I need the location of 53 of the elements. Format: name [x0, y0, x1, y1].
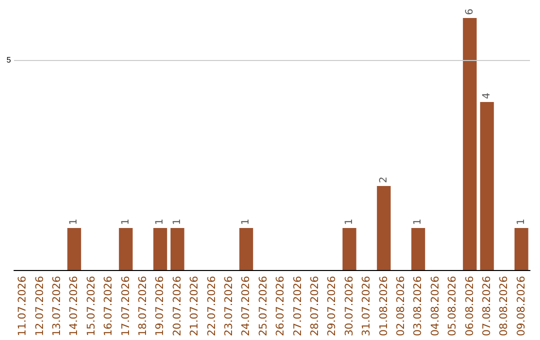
data-label: 6: [464, 8, 476, 15]
x-tick-label: 11.07.2026: [16, 276, 29, 336]
x-tick-label: 19.07.2026: [154, 276, 166, 336]
x-tick-label: 25.07.2026: [257, 276, 270, 336]
x-tick-label: 02.08.2026: [395, 276, 407, 336]
x-tick-label: 26.07.2026: [274, 276, 287, 336]
x-tick-label: 16.07.2026: [102, 276, 115, 336]
x-tick-label: 24.07.2026: [240, 276, 252, 336]
bar: [411, 228, 426, 270]
data-label: 1: [516, 218, 527, 225]
data-label: 1: [344, 218, 355, 225]
x-tick-label: 17.07.2026: [120, 276, 132, 336]
x-tick-label: 28.07.2026: [309, 276, 321, 336]
data-label: 1: [172, 218, 183, 225]
x-tick-label: 12.07.2026: [34, 276, 46, 336]
data-label: 1: [412, 218, 424, 225]
bar: [67, 228, 82, 270]
x-tick-label: 27.07.2026: [292, 276, 304, 336]
x-tick-label: 22.07.2026: [206, 276, 218, 336]
x-tick-label: 29.07.2026: [326, 276, 338, 336]
bar: [239, 228, 254, 270]
x-tick-label: 08.08.2026: [498, 276, 510, 336]
x-tick-label: 05.08.2026: [446, 276, 459, 336]
ref-line-label: 5: [6, 56, 12, 64]
bar: [462, 18, 477, 270]
x-tick-label: 04.08.2026: [429, 276, 442, 336]
bar: [118, 228, 133, 270]
data-label: 4: [482, 92, 492, 99]
x-tick-label: 06.08.2026: [464, 276, 476, 336]
bar: [153, 228, 168, 270]
x-tick-label: 18.07.2026: [137, 276, 149, 336]
bar: [480, 102, 494, 270]
x-tick-label: 13.07.2026: [51, 276, 63, 336]
x-tick-label: 07.08.2026: [481, 276, 493, 336]
x-tick-label: 09.08.2026: [515, 276, 528, 336]
x-tick-label: 30.07.2026: [343, 276, 356, 336]
x-tick-label: 23.07.2026: [223, 276, 235, 336]
bar: [170, 228, 184, 270]
bar: [376, 186, 391, 270]
bar: [514, 228, 528, 270]
x-tick-label: 15.07.2026: [85, 276, 98, 336]
data-label: 1: [154, 218, 166, 225]
data-label: 1: [240, 218, 252, 225]
bar: [342, 228, 356, 270]
x-tick-label: 01.08.2026: [378, 276, 390, 336]
x-tick-label: 03.08.2026: [412, 276, 424, 336]
data-label: 2: [378, 176, 390, 183]
data-label: 1: [120, 218, 132, 225]
x-tick-label: 21.07.2026: [188, 276, 201, 336]
x-tick-label: 31.07.2026: [360, 276, 373, 336]
x-tick-label: 14.07.2026: [68, 276, 80, 336]
x-tick-label: 20.07.2026: [171, 276, 184, 336]
data-label: 1: [68, 218, 80, 225]
